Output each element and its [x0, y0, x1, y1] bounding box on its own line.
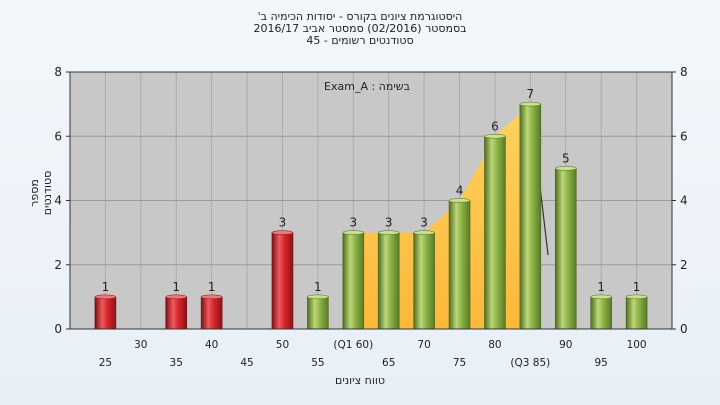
bar-top — [484, 134, 506, 139]
bar-value-label: 1 — [314, 280, 322, 294]
bar-value-label: 3 — [385, 216, 393, 230]
bar-top — [307, 294, 329, 300]
x-tick-label: 80 — [488, 339, 501, 351]
histogram-bar — [625, 296, 648, 330]
exam-annotation: בשימה : Exam_A — [324, 80, 410, 93]
chart-title: היסטוגרמת ציונים בקורס - יסודות הכימיה ב… — [257, 10, 463, 23]
y-tick-label-left: 8 — [54, 65, 62, 79]
histogram-bar — [307, 296, 329, 330]
bar-value-label: 1 — [102, 280, 110, 294]
histogram-bar — [271, 232, 294, 330]
x-tick-label: 75 — [453, 357, 466, 369]
histogram-bar — [519, 103, 542, 330]
y-tick-label-right: 2 — [680, 258, 688, 272]
bar-top — [377, 230, 400, 235]
bar-top — [413, 230, 435, 235]
histogram-bar — [554, 168, 577, 330]
y-tick-label-left: 4 — [54, 194, 62, 208]
bar-value-label: 1 — [633, 280, 641, 294]
y-tick-label-left: 6 — [54, 129, 62, 143]
y-tick-label-right: 6 — [680, 129, 688, 143]
bar-top — [342, 230, 365, 235]
x-tick-label: 65 — [382, 357, 395, 369]
histogram-bar — [377, 232, 400, 330]
x-tick-label: 25 — [99, 357, 112, 369]
x-tick-label: (Q3 85) — [510, 357, 550, 369]
bar-value-label: 7 — [527, 87, 535, 101]
histogram-bar — [590, 296, 612, 330]
x-axis-label: טווח ציונים — [335, 374, 385, 387]
bar-top — [94, 294, 117, 300]
y-axis-label: מספר סטודנטים — [28, 170, 54, 216]
registered-students-label: סטודנטים רשומים - 45 — [306, 34, 414, 47]
bar-value-label: 5 — [562, 151, 570, 165]
bar-value-label: 3 — [420, 216, 428, 230]
chart-subtitle: בסמסטר (02/2016) סמסטר אביב 2016/17 — [253, 22, 467, 35]
histogram-bar — [484, 135, 506, 330]
x-tick-label: 40 — [205, 339, 218, 351]
bar-value-label: 1 — [597, 280, 605, 294]
x-tick-label: 95 — [594, 357, 607, 369]
x-tick-label: 45 — [240, 357, 253, 369]
bar-top — [590, 294, 612, 300]
x-tick-label: 100 — [627, 339, 647, 351]
x-tick-label: 90 — [559, 339, 572, 351]
histogram-bar — [200, 296, 223, 330]
histogram-bar — [94, 296, 117, 330]
y-tick-label-left: 2 — [54, 258, 62, 272]
x-tick-label: 70 — [417, 339, 430, 351]
bar-value-label: 4 — [456, 184, 464, 198]
x-tick-label: (Q1 60) — [333, 339, 373, 351]
histogram-bar — [448, 200, 471, 330]
y-tick-label-right: 0 — [680, 322, 688, 336]
x-tick-label: 35 — [170, 357, 183, 369]
bar-top — [555, 166, 577, 171]
y-tick-label-left: 0 — [54, 322, 62, 336]
x-tick-label: 30 — [134, 339, 147, 351]
bar-value-label: 6 — [491, 119, 499, 133]
histogram-bar — [413, 232, 435, 330]
y-tick-label-right: 8 — [680, 65, 688, 79]
bar-value-label: 3 — [349, 216, 357, 230]
x-tick-label: 50 — [276, 339, 289, 351]
bar-value-label: 3 — [279, 216, 287, 230]
bar-top — [200, 294, 223, 300]
y-tick-label-right: 4 — [680, 194, 688, 208]
bar-value-label: 1 — [172, 280, 180, 294]
histogram-bar — [165, 296, 188, 330]
bar-value-label: 1 — [208, 280, 216, 294]
bar-top — [271, 230, 294, 235]
bar-top — [165, 294, 187, 300]
x-tick-label: 55 — [311, 357, 324, 369]
bar-top — [448, 198, 471, 203]
bar-top — [625, 294, 648, 300]
bar-top — [519, 101, 542, 107]
histogram-bar — [342, 232, 365, 330]
